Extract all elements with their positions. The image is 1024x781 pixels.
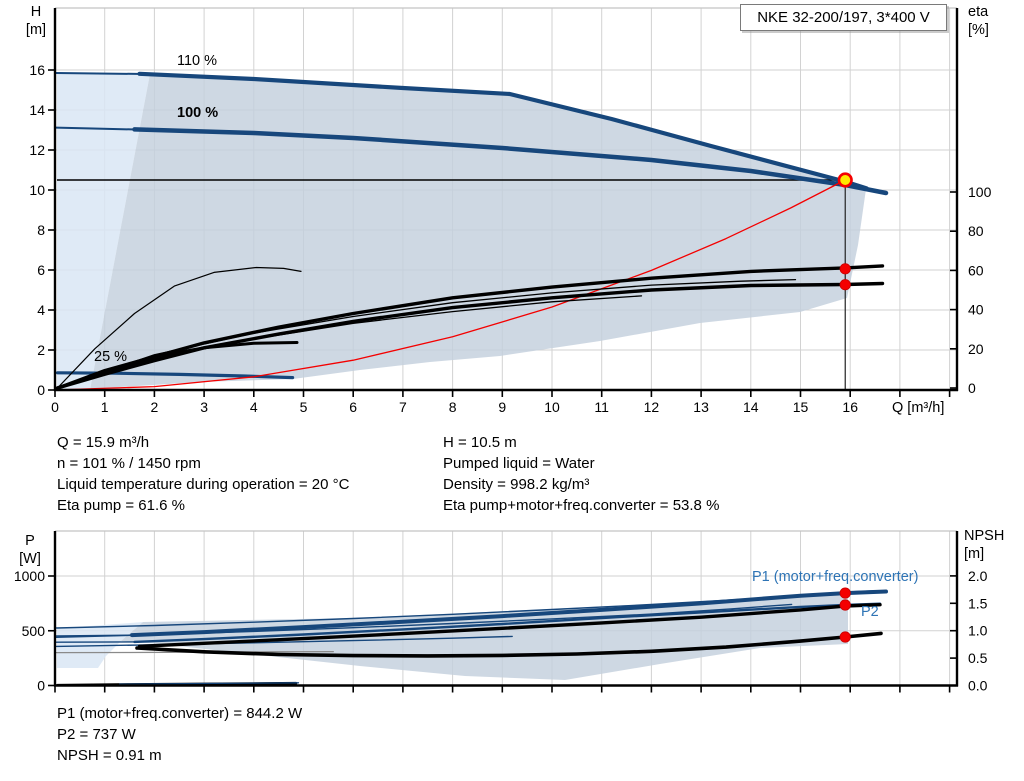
y-left-tick-label: 12 <box>29 142 45 158</box>
y-right-tick-label: 60 <box>968 262 984 278</box>
p2-curve-blue <box>133 602 882 644</box>
y-left-axis-title: [m] <box>26 22 46 38</box>
x-axis-title: Q [m³/h] <box>892 400 944 416</box>
y-right-tick-label: 100 <box>968 184 992 200</box>
y-right-tick-label: 1.0 <box>968 623 988 639</box>
system-affinity-curve <box>54 179 846 391</box>
info-line: P2 = 737 W <box>57 726 136 743</box>
y-right-axis-title: [%] <box>968 22 989 38</box>
p-family-b <box>55 603 793 638</box>
info-line: Eta pump+motor+freq.converter = 53.8 % <box>443 497 720 514</box>
speed-100-lead <box>55 126 141 131</box>
p1-curve <box>130 589 888 638</box>
eta-thin-1 <box>56 278 797 389</box>
duty-info-left: Q = 15.9 m³/h n = 101 % / 1450 rpm Liquid … <box>57 432 349 516</box>
power-envelope-main <box>121 592 848 680</box>
x-tick-label: 12 <box>644 399 660 415</box>
info-line: Eta pump = 61.6 % <box>57 497 185 514</box>
power-info: P1 (motor+freq.converter) = 844.2 W P2 = … <box>57 703 302 766</box>
y-right-tick-label: 20 <box>968 341 984 357</box>
info-line: Pumped liquid = Water <box>443 455 595 472</box>
y-right-tick-label: 0.5 <box>968 650 988 666</box>
eta-total-curve <box>55 281 885 390</box>
y-left-tick-label: 10 <box>29 182 45 198</box>
info-line: H = 10.5 m <box>443 434 517 451</box>
p-family-c <box>55 635 513 648</box>
x-tick-label: 7 <box>399 399 407 415</box>
speed-110-curve <box>137 71 869 191</box>
y-right-axis-title: eta <box>968 4 989 20</box>
pump-title-box: NKE 32-200/197, 3*400 V <box>740 4 947 31</box>
y-left-axis-title: H <box>31 4 41 20</box>
y-left-tick-label: 1000 <box>14 568 45 584</box>
y-left-tick-label: 14 <box>29 102 45 118</box>
curve-label: P1 (motor+freq.converter) <box>752 569 918 585</box>
y-left-tick-label: 2 <box>37 342 45 358</box>
y-right-axis-title: NPSH <box>964 528 1004 544</box>
envelope-main <box>90 74 866 390</box>
eta-25-curve <box>56 341 299 390</box>
y-right-tick-label: 0.0 <box>968 678 988 694</box>
curve-label: 110 % <box>177 53 217 69</box>
x-tick-label: 10 <box>544 399 560 415</box>
p1-point <box>839 587 851 599</box>
duty-point <box>837 172 853 188</box>
duty-info-right: H = 10.5 m Pumped liquid = Water Density =… <box>443 432 719 516</box>
y-right-tick-label: 2.0 <box>968 568 988 584</box>
speed-110-lead <box>55 72 146 75</box>
y-right-tick-label: 40 <box>968 302 984 318</box>
info-line: Liquid temperature during operation = 20… <box>57 476 350 493</box>
y-left-tick-label: 4 <box>37 302 45 318</box>
x-tick-label: 5 <box>300 399 308 415</box>
y-right-tick-label: 1.5 <box>968 595 988 611</box>
x-tick-label: 4 <box>250 399 258 415</box>
y-left-tick-label: 0 <box>37 678 45 694</box>
npsh-curve <box>135 631 883 658</box>
p2-point <box>839 599 851 611</box>
info-line: Q = 15.9 m³/h <box>57 434 150 451</box>
eta-total-point <box>839 279 851 291</box>
y-right-axis-title: [m] <box>964 546 984 562</box>
eta-pump-point <box>839 263 851 275</box>
y-left-tick-label: 500 <box>22 623 46 639</box>
eta-arc-curve <box>56 266 302 389</box>
pump-title: NKE 32-200/197, 3*400 V <box>757 9 930 26</box>
x-tick-label: 2 <box>151 399 159 415</box>
x-tick-label: 16 <box>842 399 858 415</box>
y-left-axis-title: P <box>25 533 35 549</box>
x-tick-label: 3 <box>200 399 208 415</box>
x-tick-label: 8 <box>449 399 457 415</box>
y-left-tick-label: 16 <box>29 62 45 78</box>
info-line: P1 (motor+freq.converter) = 844.2 W <box>57 705 303 722</box>
x-tick-label: 1 <box>101 399 109 415</box>
envelope-light <box>57 73 150 390</box>
speed-100-curve <box>132 127 889 196</box>
x-tick-label: 0 <box>51 399 59 415</box>
y-right-tick-label: 0 <box>968 380 976 396</box>
info-line: Density = 998.2 kg/m³ <box>443 476 590 493</box>
curve-label: P2 <box>861 604 879 620</box>
eta-thin-2 <box>56 295 643 389</box>
p2-curve-black <box>137 603 882 648</box>
y-right-tick-label: 80 <box>968 223 984 239</box>
x-tick-label: 15 <box>793 399 809 415</box>
curve-label: 25 % <box>94 349 127 365</box>
info-line: NPSH = 0.91 m <box>57 747 162 764</box>
y-left-axis-title: [W] <box>19 551 41 567</box>
npsh-point <box>839 631 851 643</box>
info-line: n = 101 % / 1450 rpm <box>57 455 201 472</box>
x-tick-label: 13 <box>693 399 709 415</box>
curve-label: 100 % <box>177 105 218 121</box>
x-tick-label: 9 <box>498 399 506 415</box>
x-tick-label: 6 <box>349 399 357 415</box>
y-left-tick-label: 6 <box>37 262 45 278</box>
x-tick-label: 14 <box>743 399 759 415</box>
x-tick-label: 11 <box>594 399 609 415</box>
y-left-tick-label: 0 <box>37 382 45 398</box>
p2-25-blue <box>118 682 300 685</box>
y-left-tick-label: 8 <box>37 222 45 238</box>
